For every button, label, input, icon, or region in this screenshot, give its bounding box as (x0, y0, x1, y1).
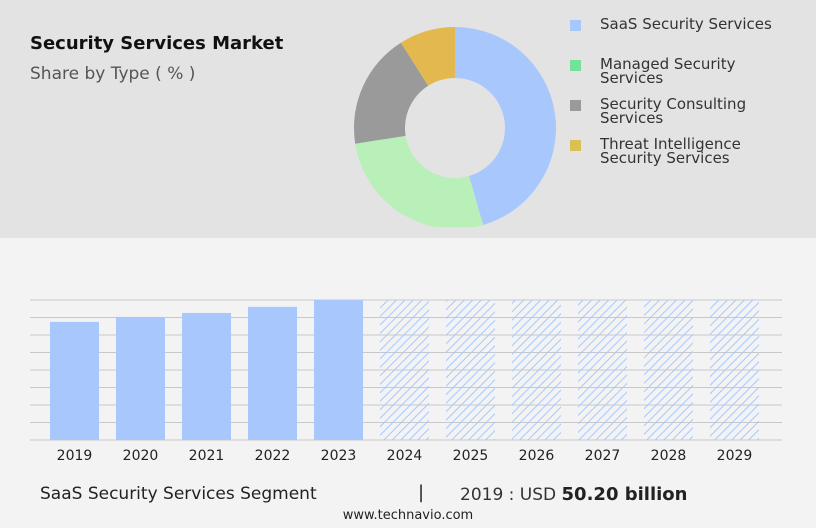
bar-chart: 2019 2020 2021 2022 2023 2024 2025 2026 2027 2028… (30, 299, 782, 464)
page-subtitle: Share by Type ( % ) (30, 64, 196, 84)
x-tick-label: 2027 (585, 448, 621, 464)
legend-label: SaaS Security Services (600, 15, 772, 33)
bar-2021 (182, 312, 231, 440)
legend-label: Threat Intelligence Security Services (600, 135, 741, 167)
bar-2022 (248, 306, 297, 440)
year-label: 2019 : USD (460, 485, 557, 505)
legend-label: Security Consulting Services (600, 95, 747, 127)
x-tick-label: 2026 (519, 448, 555, 464)
donut-slice (354, 42, 429, 144)
segment-value: 2019 : USD 50.20 billion (460, 484, 687, 505)
donut-slice (400, 27, 455, 86)
legend-swatch (570, 20, 581, 31)
x-tick-label: 2020 (123, 448, 159, 464)
page-title: Security Services Market (30, 33, 284, 54)
bar-2019 (50, 321, 99, 440)
donut-slice (355, 135, 484, 227)
segment-label: SaaS Security Services Segment (40, 484, 317, 504)
forecast-bar-2024 (380, 300, 429, 440)
bar-2020 (116, 316, 165, 440)
site-link[interactable]: www.technavio.com (342, 508, 474, 523)
x-tick-label: 2029 (717, 448, 753, 464)
legend-label: Managed Security Services (600, 55, 736, 87)
x-tick-label: 2021 (189, 448, 225, 464)
forecast-bar-2026 (512, 300, 561, 440)
forecast-bar-2025 (446, 300, 495, 440)
x-tick-label: 2028 (651, 448, 687, 464)
x-tick-label: 2024 (387, 448, 423, 464)
value-text: 50.20 billion (561, 484, 688, 505)
legend-swatch (570, 60, 581, 71)
legend-swatch (570, 140, 581, 151)
legend-swatch (570, 100, 581, 111)
x-tick-label: 2023 (321, 448, 357, 464)
forecast-bar-2029 (710, 300, 759, 440)
bar-2023 (314, 300, 363, 440)
x-tick-label: 2019 (57, 448, 93, 464)
forecast-bar-2028 (644, 300, 693, 440)
x-tick-label: 2022 (255, 448, 291, 464)
donut-slice (455, 27, 556, 225)
donut-chart (354, 27, 556, 227)
separator: | (418, 482, 425, 503)
x-tick-label: 2025 (453, 448, 489, 464)
forecast-bar-2027 (578, 300, 627, 440)
